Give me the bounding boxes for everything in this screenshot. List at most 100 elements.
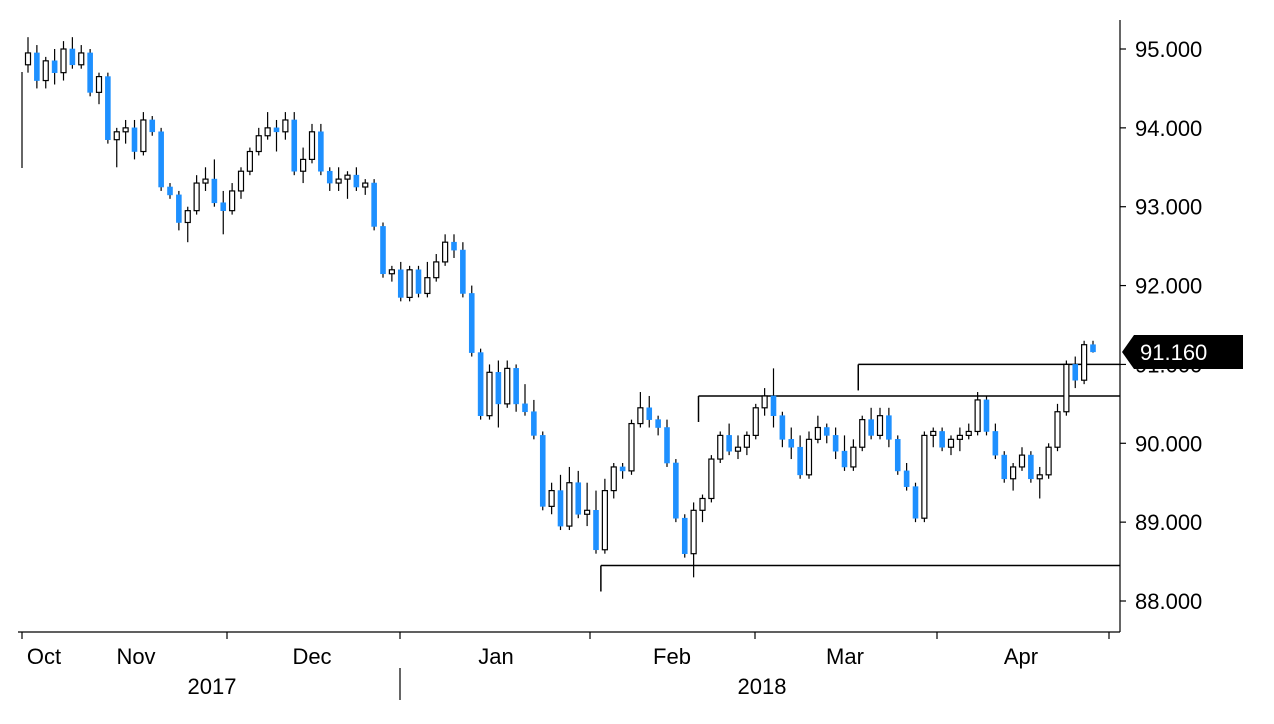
candle (95, 72, 103, 105)
candle-body-up (1045, 446, 1052, 476)
candle-body-up (406, 269, 413, 298)
candle (326, 167, 333, 191)
candle (1054, 403, 1061, 452)
candle (1028, 451, 1034, 483)
candle (566, 466, 573, 531)
candle (264, 112, 271, 140)
candle-body-down (673, 462, 679, 519)
candle-body-up (1018, 454, 1026, 468)
candle-body-up (930, 430, 937, 437)
candle-body-up (584, 509, 591, 515)
candle (814, 415, 821, 444)
candle (903, 463, 910, 491)
candle (947, 435, 955, 456)
candle (34, 45, 40, 89)
candle-body-down (1028, 454, 1034, 480)
x-month-label: Dec (292, 644, 331, 669)
candle (539, 431, 546, 511)
candle-body-down (176, 194, 182, 223)
candle-body-up (876, 415, 884, 436)
candle-body-down (371, 182, 377, 227)
candle (726, 423, 732, 456)
candle (637, 392, 644, 428)
candle-body-up (637, 407, 644, 425)
x-month-label: Jan (478, 644, 513, 669)
candle-body-up (743, 434, 750, 448)
y-tick-label: 95.000 (1135, 37, 1202, 62)
candle (983, 395, 990, 436)
candle (149, 116, 156, 136)
candle (451, 234, 457, 258)
candle-body-up (717, 434, 724, 460)
candle (734, 435, 742, 460)
candle (965, 423, 972, 440)
candle (140, 112, 147, 156)
candle-body-up (1036, 474, 1043, 480)
candle-body-down (726, 435, 732, 452)
candle-body-up (504, 367, 511, 405)
candle-body-up (344, 174, 351, 180)
candle-body-down (841, 450, 848, 468)
x-month-label: Feb (653, 644, 691, 669)
candle (60, 41, 67, 81)
candle (380, 222, 386, 278)
candle (167, 183, 173, 199)
candle-body-down (539, 435, 546, 507)
candle (681, 514, 688, 558)
candle-body-up (24, 52, 32, 66)
candle-body-down (903, 470, 910, 487)
last-price-label: 91.160 (1140, 340, 1207, 365)
candle-body-up (805, 438, 813, 476)
candle (584, 482, 591, 527)
candle-body-down (415, 269, 422, 294)
candle-body-up (193, 182, 200, 212)
candle-body-down (477, 352, 484, 416)
candle-body-up (42, 60, 49, 82)
candle-body-down (779, 415, 786, 440)
y-tick-label: 89.000 (1135, 510, 1202, 535)
candle-body-up (1010, 466, 1017, 480)
candle (513, 364, 519, 412)
candle-body-up (140, 119, 147, 153)
candle (353, 167, 360, 191)
candle-body-up (610, 466, 617, 492)
candle-body-up (947, 438, 955, 448)
candle-body-up (699, 497, 706, 511)
candle (1018, 447, 1026, 471)
candle-body-down (681, 517, 688, 554)
x-year-label: 2018 (738, 674, 787, 699)
candle-body-down (1072, 364, 1079, 381)
candle-body-up (486, 371, 493, 417)
candle (601, 478, 608, 554)
candle-body-down (451, 241, 457, 251)
candle-body-down (522, 403, 528, 413)
last-price-flag (1122, 335, 1243, 369)
candle-body-up (184, 210, 191, 224)
y-tick-label: 90.000 (1135, 431, 1202, 456)
candle (664, 419, 670, 467)
candle-body-down (664, 427, 670, 464)
candle-body-up (859, 419, 866, 448)
candle (886, 407, 892, 448)
candle-body-down (326, 170, 333, 184)
candle-body-up (566, 482, 573, 527)
candle (220, 190, 227, 235)
x-month-label: Apr (1004, 644, 1038, 669)
candle-body-up (965, 430, 972, 437)
candle-body-up (1063, 363, 1070, 413)
candle-body-up (362, 182, 369, 188)
candle-body-down (912, 486, 919, 519)
candle-body-down (158, 131, 164, 188)
candle (1010, 463, 1017, 491)
candle (255, 127, 262, 156)
candle-body-down (788, 439, 795, 448)
candle-body-down (832, 435, 839, 452)
candle (548, 482, 555, 515)
candle (956, 427, 963, 452)
candle (655, 415, 661, 436)
candle-body-down (149, 119, 156, 133)
candle (912, 482, 919, 523)
candle (397, 261, 404, 302)
candle (1081, 340, 1088, 385)
candle (593, 490, 599, 554)
